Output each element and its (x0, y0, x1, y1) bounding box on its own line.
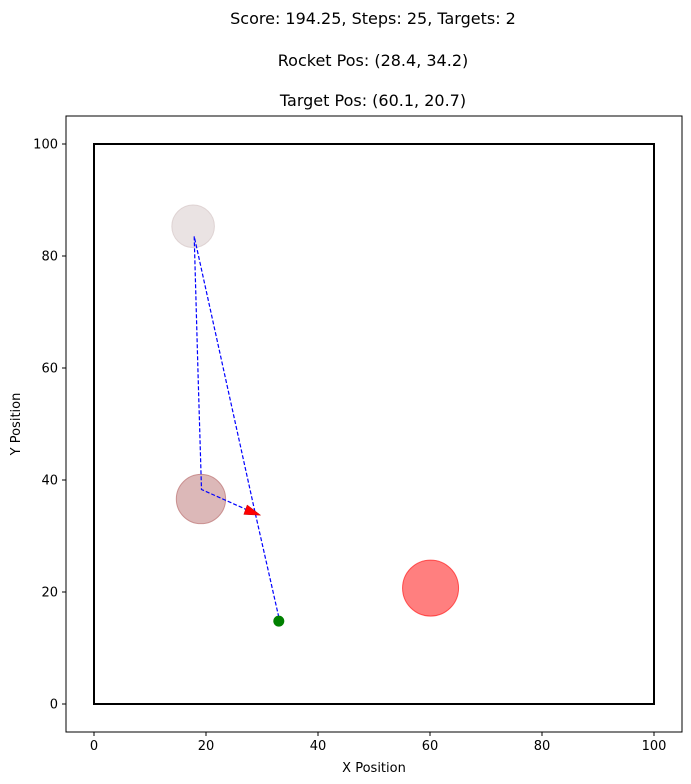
y-axis-label: Y Position (9, 393, 24, 457)
rocket-pos-title: Rocket Pos: (28.4, 34.2) (277, 51, 469, 70)
x-tick-label: 40 (310, 739, 327, 754)
arena-boundary (93, 143, 655, 705)
visited-target-1 (171, 204, 215, 249)
y-tick-label: 20 (41, 586, 58, 601)
y-tick-label: 0 (50, 698, 58, 713)
x-axis-label: X Position (342, 761, 406, 776)
x-tick-label: 0 (90, 739, 98, 754)
x-tick-label: 60 (422, 739, 439, 754)
x-tick-label: 20 (198, 739, 215, 754)
rocket-marker (243, 504, 262, 516)
plot-frame (65, 115, 683, 733)
x-tick-label: 100 (642, 739, 667, 754)
trajectory-line (193, 236, 280, 618)
score-title: Score: 194.25, Steps: 25, Targets: 2 (230, 9, 516, 28)
y-tick-label: 40 (41, 474, 58, 489)
y-tick-label: 100 (33, 138, 58, 153)
y-tick-label: 60 (41, 362, 58, 377)
x-tick-label: 80 (534, 739, 551, 754)
start-point (273, 615, 285, 627)
y-tick-label: 80 (41, 250, 58, 265)
current-target (402, 559, 460, 617)
target-pos-title: Target Pos: (60.1, 20.7) (279, 91, 467, 110)
visited-target-2 (175, 473, 227, 525)
